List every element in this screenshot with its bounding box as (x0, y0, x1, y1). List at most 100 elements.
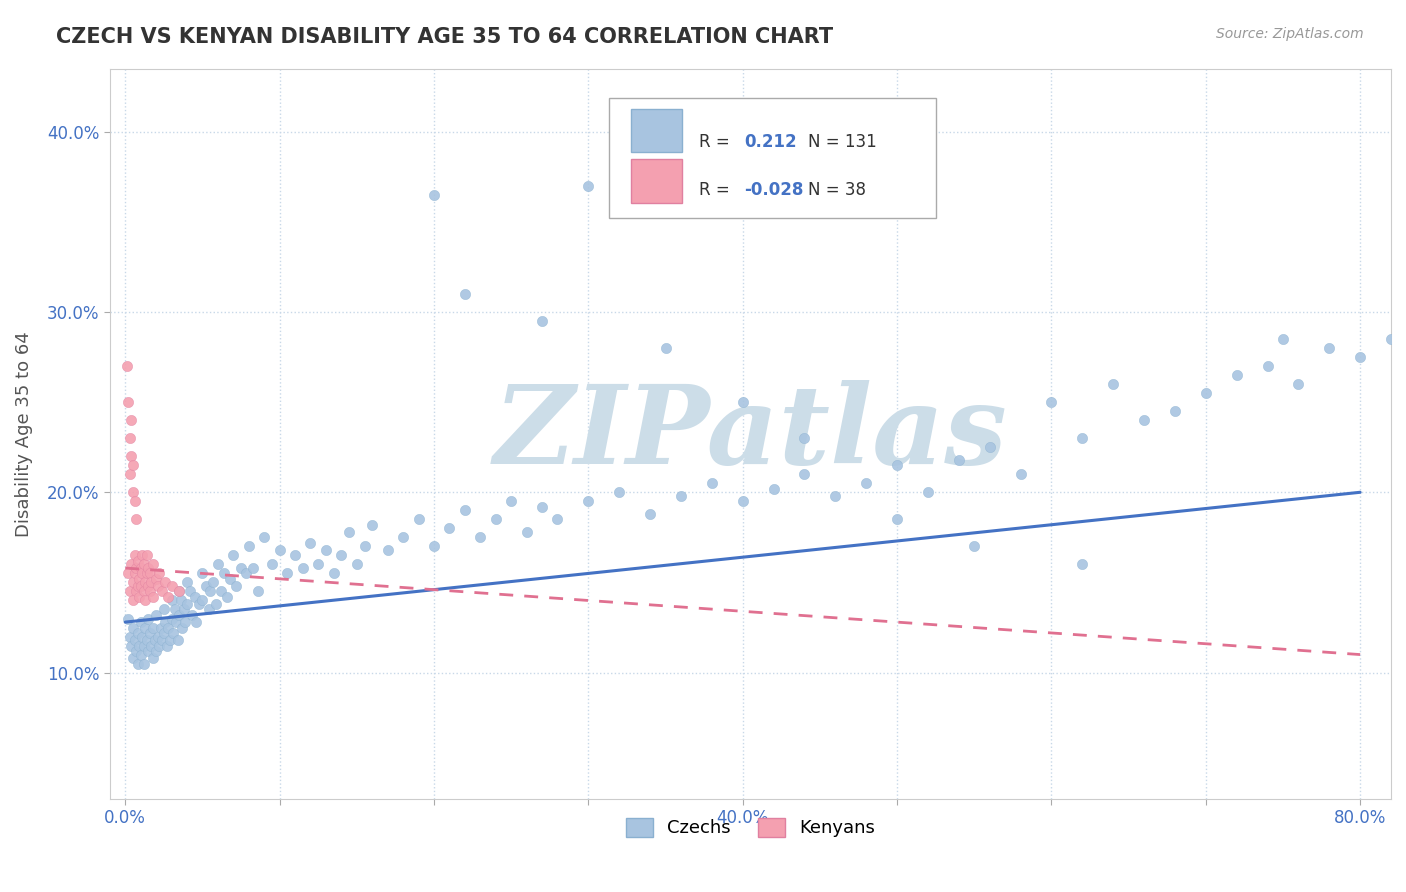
Point (120, 558, 142, 572)
Point (124, 494, 146, 508)
Text: N = 131: N = 131 (808, 133, 877, 151)
Point (886, 458, 908, 473)
Point (353, 540, 375, 554)
Point (160, 593, 183, 607)
Point (122, 458, 145, 473)
Point (115, 359, 138, 373)
Point (153, 626, 176, 640)
Text: N = 38: N = 38 (808, 181, 866, 199)
Point (155, 575, 177, 590)
Point (762, 482, 785, 496)
Point (307, 558, 329, 572)
Point (269, 543, 291, 558)
Point (235, 566, 257, 581)
Point (134, 621, 156, 635)
Point (117, 566, 139, 581)
Point (148, 566, 170, 581)
Point (117, 611, 139, 625)
Point (142, 621, 165, 635)
Point (1379, 332, 1402, 346)
Point (129, 615, 152, 629)
Point (127, 626, 149, 640)
Point (197, 602, 219, 616)
Point (142, 558, 165, 572)
Point (146, 579, 169, 593)
Point (150, 633, 173, 648)
Point (501, 494, 523, 508)
Point (188, 597, 211, 611)
Point (169, 607, 191, 622)
Point (963, 540, 986, 554)
Point (1102, 377, 1125, 392)
Point (169, 584, 191, 599)
Point (576, 178, 599, 193)
Text: Source: ZipAtlas.com: Source: ZipAtlas.com (1216, 27, 1364, 41)
Point (120, 413, 142, 427)
Point (546, 512, 568, 526)
Point (1010, 467, 1032, 482)
Point (132, 639, 155, 653)
Point (142, 651, 165, 665)
Point (179, 584, 201, 599)
Point (322, 566, 344, 581)
Point (139, 566, 162, 581)
Point (138, 579, 160, 593)
Point (156, 639, 179, 653)
Point (122, 485, 145, 500)
Point (124, 549, 146, 563)
Point (122, 593, 145, 607)
Point (638, 507, 661, 521)
Point (129, 579, 152, 593)
Point (408, 512, 430, 526)
Point (669, 489, 692, 503)
Point (948, 452, 970, 467)
Point (159, 633, 181, 648)
Point (135, 633, 157, 648)
Point (169, 584, 191, 599)
Point (125, 561, 148, 575)
Point (205, 597, 228, 611)
Point (1133, 413, 1156, 427)
Point (276, 566, 298, 581)
Point (531, 314, 554, 328)
Point (423, 540, 446, 554)
Point (172, 621, 194, 635)
Point (793, 431, 815, 445)
Point (141, 575, 163, 590)
Point (122, 651, 145, 665)
Point (122, 575, 145, 590)
Point (165, 615, 187, 629)
Point (118, 584, 141, 599)
Point (212, 566, 235, 581)
Point (1071, 558, 1094, 572)
Point (149, 621, 172, 635)
Point (124, 633, 146, 648)
Point (160, 579, 183, 593)
Point (731, 494, 754, 508)
Point (470, 530, 492, 544)
Point (229, 561, 252, 575)
Point (191, 566, 214, 581)
Point (166, 633, 188, 648)
Point (163, 602, 186, 616)
Point (157, 621, 180, 635)
Point (135, 566, 157, 581)
Point (1164, 404, 1187, 418)
Point (139, 584, 162, 599)
Point (238, 540, 260, 554)
Point (1040, 395, 1063, 409)
Point (299, 535, 322, 549)
Point (242, 561, 264, 575)
Point (150, 584, 173, 599)
Point (120, 449, 142, 463)
Point (138, 644, 160, 658)
Point (132, 584, 155, 599)
Point (361, 517, 384, 532)
Point (392, 530, 415, 544)
Point (330, 549, 353, 563)
Point (129, 561, 152, 575)
Point (454, 503, 477, 517)
Point (125, 512, 148, 526)
Point (148, 639, 170, 653)
Point (132, 657, 155, 671)
